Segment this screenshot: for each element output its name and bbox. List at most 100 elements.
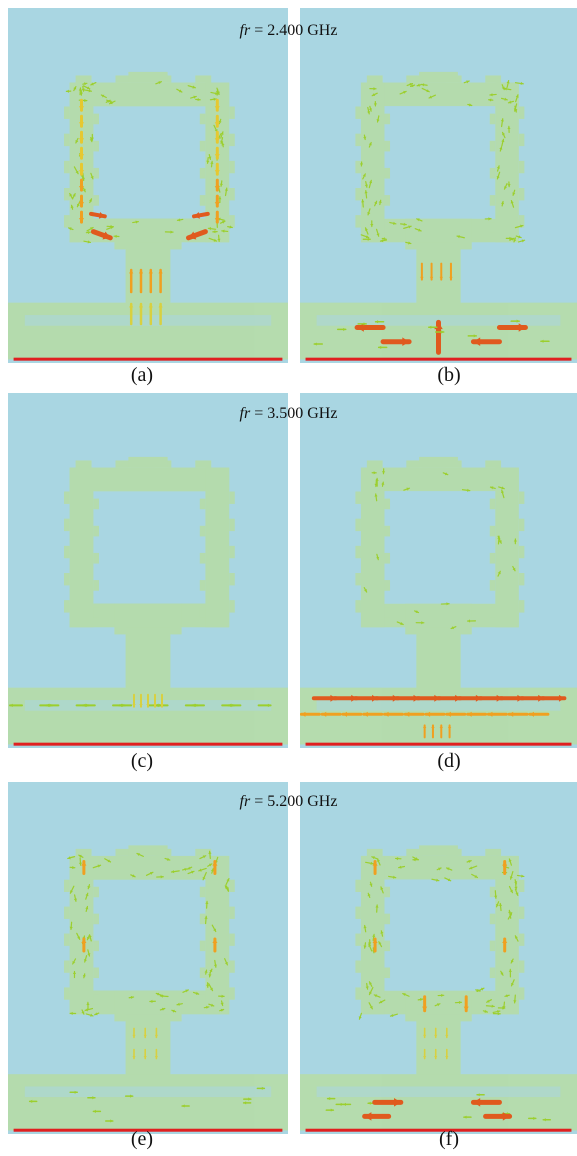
current-arrow [373,994,381,998]
current-arrow [89,136,93,143]
current-distribution-panel-f [300,782,577,1134]
current-arrow [497,535,501,545]
current-arrow [486,999,492,1003]
loop-top [360,855,519,880]
current-arrow [132,1027,136,1039]
current-arrow [69,192,74,200]
current-arrow [509,871,514,880]
current-arrow [362,173,366,180]
current-arrow [211,924,217,933]
current-arrow [370,220,374,228]
current-arrow [376,115,380,123]
current-arrow [224,187,228,197]
frequency-label-row-1: fr = 2.400 GHz [239,22,338,39]
current-arrow [78,854,84,858]
current-arrow [488,98,494,102]
current-arrow [148,302,153,326]
current-arrow [476,1093,485,1097]
current-arrow [360,234,370,239]
current-arrow [497,570,501,577]
current-arrow [212,860,218,876]
current-arrow [221,142,225,148]
current-arrow [220,131,224,139]
current-arrow [358,1012,362,1020]
current-arrow [363,587,368,593]
loop-left [69,82,94,243]
current-arrow [507,125,511,134]
current-arrow [203,1005,210,1009]
current-arrow [494,890,498,899]
current-arrow [380,337,412,346]
current-arrow [81,1009,85,1015]
current-arrow [467,334,478,338]
current-arrow [199,855,207,860]
current-arrow [508,858,513,866]
current-arrow [424,711,446,717]
current-arrow [159,994,169,998]
current-arrow [209,97,217,101]
loop-right [495,855,519,1015]
current-arrow [78,87,82,96]
current-arrow [335,1102,344,1107]
current-arrow [500,970,504,976]
current-arrow [210,868,214,874]
ground-line [13,357,283,361]
current-arrow [158,302,163,326]
current-arrows [300,468,567,739]
current-arrow [191,211,210,219]
antenna-svg [300,845,577,1132]
current-arrow [85,892,89,900]
panel-label-a: (a) [130,364,154,386]
current-arrow [185,229,208,241]
current-arrow [456,235,465,239]
current-arrow [374,493,378,502]
current-arrow [486,711,508,717]
current-arrow [82,973,86,979]
current-arrow [402,992,410,997]
current-arrow [434,330,445,334]
current-arrow [76,199,81,208]
current-arrow [176,88,183,93]
current-arrow [439,724,443,739]
current-arrow [449,262,453,281]
antenna-metal [300,845,577,1131]
current-arrow [221,229,229,233]
current-arrow [461,488,471,492]
current-arrow [87,1096,96,1100]
current-arrow [499,146,503,152]
current-arrow [463,80,470,84]
current-arrow [528,711,550,717]
current-distribution-panel-c [8,393,288,748]
ground-line [305,357,572,361]
current-arrow [218,994,225,998]
current-arrow [378,999,386,1004]
current-arrow [69,1090,78,1094]
current-arrow [82,85,91,90]
current-arrow [164,857,171,861]
current-arrow [420,83,428,87]
ground-plane [300,687,577,745]
current-arrow [475,989,481,993]
current-arrow [138,268,144,294]
current-arrow [130,874,136,878]
current-arrow [429,262,434,281]
ground-plane [300,1074,577,1131]
current-arrow [540,694,567,702]
current-arrow [214,130,220,144]
current-arrow [450,626,457,630]
current-arrow [86,226,94,232]
current-arrow [500,200,505,207]
current-arrow [372,937,378,953]
current-arrow [83,89,93,93]
current-arrow [154,1027,159,1039]
current-arrow [69,921,73,931]
current-arrow [83,955,88,963]
current-arrow [442,472,449,476]
current-arrow [471,873,479,879]
current-arrow [124,1094,134,1098]
current-arrow [374,200,378,207]
panel-label-f: (f) [439,1128,459,1150]
current-arrow [388,875,397,879]
current-arrow [512,565,516,572]
current-arrow [434,1048,438,1060]
